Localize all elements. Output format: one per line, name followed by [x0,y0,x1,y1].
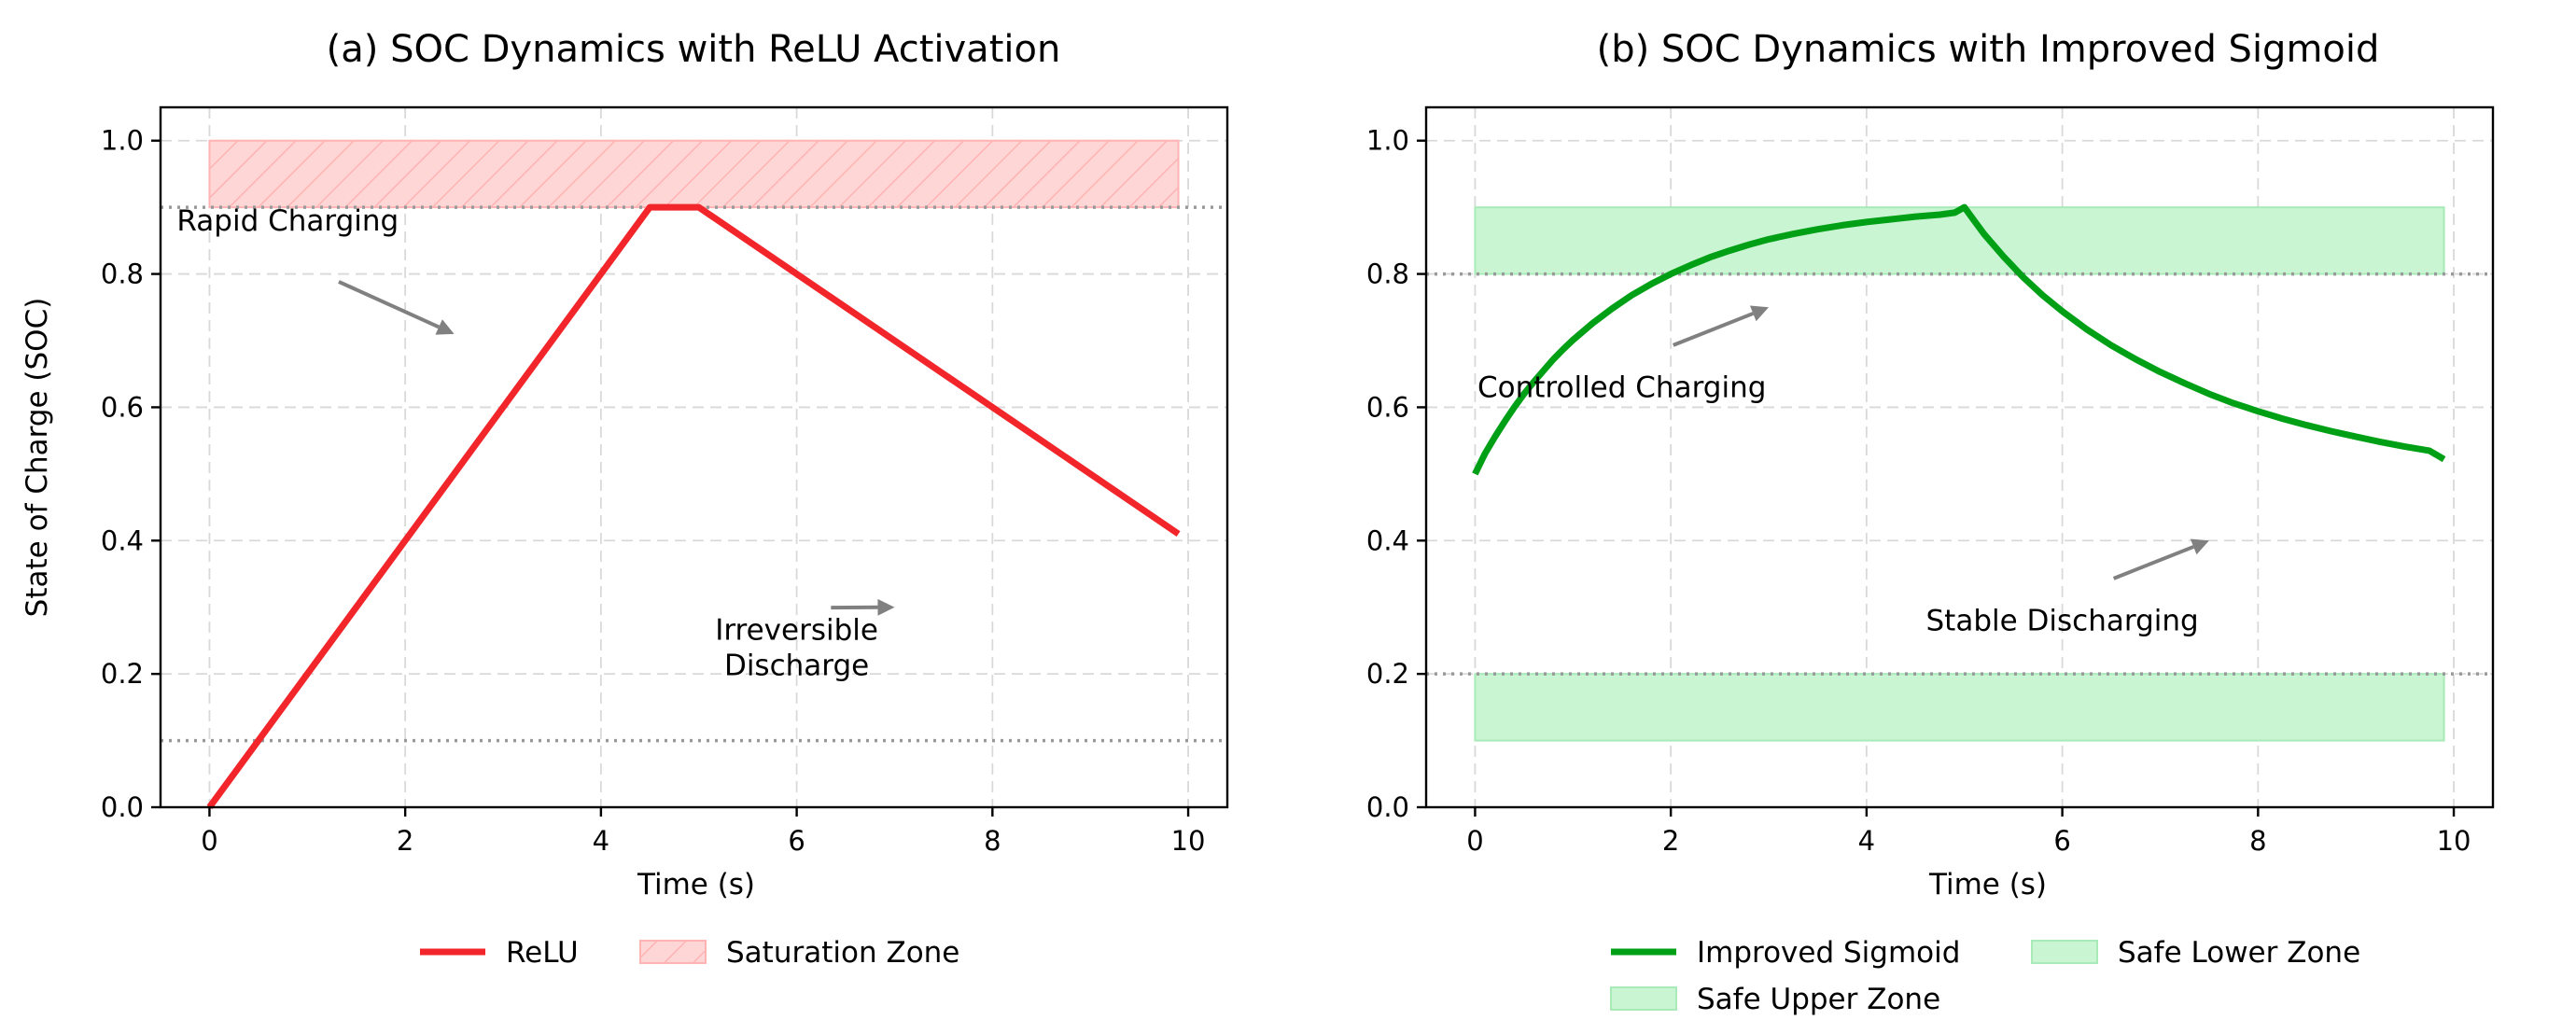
panel-a-x-tick-label: 0 [201,825,217,857]
panel-a-x-axis-label: Time (s) [637,868,755,901]
panel-b-annotation-arrow [2112,545,2194,580]
panel-a-x-tick-label: 8 [984,825,1001,857]
panel-a-annotation-text: Rapid Charging [176,204,399,238]
panel-a-x-tick-label: 4 [593,825,609,857]
panel-a-reference-lines [161,205,1227,743]
panel-b-annotation-arrowhead [2190,538,2209,555]
panel-b-legend-swatch-safe-lower-zone [2031,940,2098,964]
panel-b-legend-swatch-safe-upper-zone [1610,986,1677,1011]
panel-b-y-tick-label: 0.8 [1366,258,1409,290]
panel-b-series [1472,203,2446,476]
panel-b-x-tick-label: 6 [2053,825,2070,857]
panel-b-x-axis-label: Time (s) [1928,868,2047,901]
panel-b-safe-lower-zone-region [1474,673,2445,742]
panel-b-y-tick-label: 0.2 [1366,658,1409,690]
panel-a-x-tick-label: 2 [397,825,413,857]
panel-a-y-tick-label: 0.8 [101,258,144,290]
panel-b-annotation-text: Stable Discharging [1926,605,2199,638]
panel-a-ticks: 0 2 4 6 8 10 0.0 0.2 0.4 0.6 0.8 1.0 [101,125,1206,857]
panel-b-x-tick-label: 8 [2249,825,2266,857]
panel-b-regions [1474,206,2445,742]
panel-a-y-tick-label: 0.4 [101,524,144,556]
panel-b-legend-label-safe-upper-zone: Safe Upper Zone [1697,983,1940,1016]
panel-b-y-tick-label: 0.4 [1366,524,1409,556]
panel-b-legend: Improved Sigmoid Safe Lower Zone Safe Uppe… [1610,936,2360,1016]
panel-a-saturation-zone-region [208,139,1180,209]
panel-b-annotations: Controlled Charging Stable Discharging [1477,305,2209,638]
panel-a-x-tick-label: 10 [1171,825,1206,857]
panel-b-x-tick-label: 2 [1662,825,1679,857]
panel-b-annotation-text: Controlled Charging [1477,371,1766,405]
panel-b-annotation-arrowhead [1749,305,1770,322]
panel-a-annotation-arrow [338,280,441,329]
panel-a-y-tick-label: 1.0 [101,125,144,157]
panel-b-legend-label-improved-sigmoid: Improved Sigmoid [1697,936,1960,970]
panel-a-series [206,203,1181,810]
panel-a-legend-label-saturation-zone: Saturation Zone [726,936,959,970]
panel-b-safe-upper-zone-region [1474,206,2445,275]
panel-a-y-tick-label: 0.2 [101,658,144,690]
panel-b-title: (b) SOC Dynamics with Improved Sigmoid [1597,28,2380,71]
panel-a-legend-label-relu: ReLU [506,936,579,970]
panel-a-regions [208,139,1180,209]
panel-b-x-tick-label: 4 [1858,825,1875,857]
panel-a-relu-chart: (a) SOC Dynamics with ReLU Activation 0 2… [21,28,1229,970]
panel-a-y-tick-label: 0.6 [101,391,144,423]
panel-b-sigmoid-chart: (b) SOC Dynamics with Improved Sigmoid 0… [1366,28,2495,1016]
panel-b-x-tick-label: 10 [2437,825,2471,857]
panel-b-improved-sigmoid-line [1472,203,2446,476]
panel-a-annotations: Rapid Charging Irreversible Discharge [176,204,895,682]
panel-a-x-tick-label: 6 [788,825,805,857]
panel-b-annotation-arrow [1673,312,1755,347]
panel-a-y-tick-label: 0.0 [101,791,144,823]
panel-b-axes-frame [1424,105,2495,809]
panel-b-x-tick-label: 0 [1466,825,1483,857]
panel-a-legend: ReLU Saturation Zone [420,936,959,970]
panel-b-y-tick-label: 1.0 [1366,125,1409,157]
panel-a-annotation-arrowhead [435,319,455,335]
panel-a-y-axis-label: State of Charge (SOC) [21,298,54,618]
panel-b-reference-lines [1426,272,2493,676]
panel-a-annotation-text: Irreversible Discharge [715,613,878,682]
panel-b-ticks: 0 2 4 6 8 10 0.0 0.2 0.4 0.6 0.8 1.0 [1366,125,2471,857]
panel-b-legend-label-safe-lower-zone: Safe Lower Zone [2118,936,2360,970]
panel-a-axes-frame [159,105,1229,809]
panel-a-relu-line [206,203,1181,810]
panel-b-y-tick-label: 0.6 [1366,391,1409,423]
panel-b-y-tick-label: 0.0 [1366,791,1409,823]
panel-a-legend-swatch-saturation-zone [639,940,707,964]
panel-a-title: (a) SOC Dynamics with ReLU Activation [327,28,1061,71]
panel-a-annotation-arrowhead [877,598,895,616]
